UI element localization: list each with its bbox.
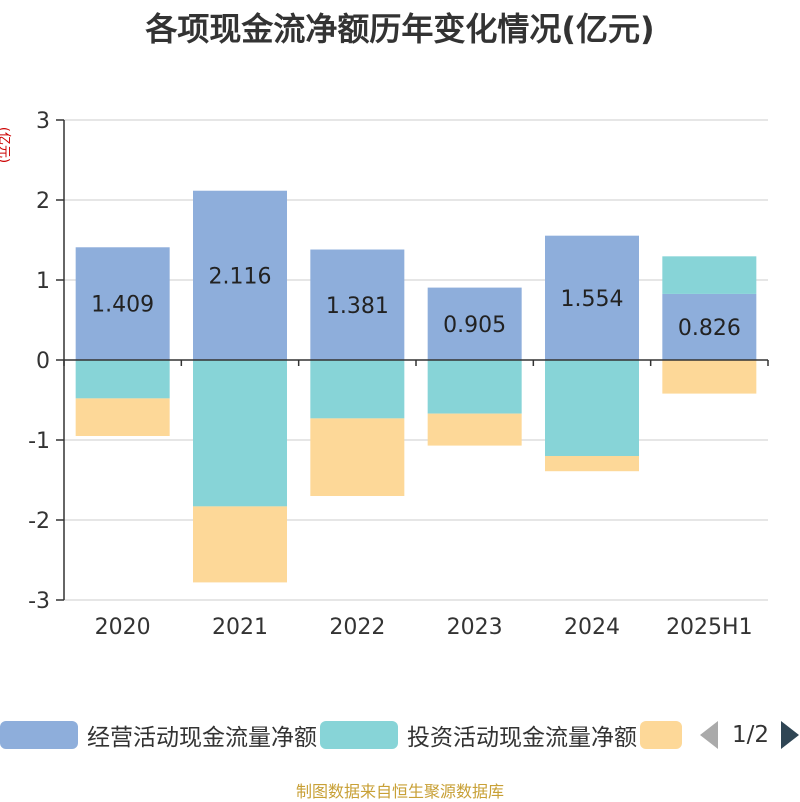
x-tick-label: 2025H1	[666, 615, 753, 640]
y-tick-label: -2	[28, 509, 50, 534]
bar-segment	[662, 360, 757, 394]
y-tick-label: 2	[36, 189, 50, 214]
y-tick-label: 3	[36, 109, 50, 134]
legend: 经营活动现金流量净额 投资活动现金流量净额 1/2	[0, 712, 800, 758]
prev-page-icon[interactable]	[700, 721, 718, 749]
y-tick-label: -1	[28, 429, 50, 454]
bar-segment	[662, 293, 757, 360]
data-label: 0.826	[678, 316, 741, 341]
legend-swatch	[320, 721, 398, 749]
data-label: 2.116	[209, 264, 272, 289]
legend-label: 投资活动现金流量净额	[407, 725, 637, 751]
bar-segment	[545, 456, 639, 472]
legend-swatch	[0, 721, 78, 749]
bar-segment	[427, 287, 522, 360]
y-tick-label: 0	[36, 349, 50, 374]
bar-segment	[427, 413, 522, 446]
x-tick-label: 2024	[564, 615, 620, 640]
y-tick-label: -3	[28, 589, 50, 614]
bar-segment	[75, 398, 170, 436]
bar-segment	[193, 506, 287, 583]
next-page-icon[interactable]	[781, 721, 800, 749]
legend-item-financing[interactable]	[640, 712, 682, 758]
bar-segment	[427, 360, 522, 414]
data-label: 1.409	[91, 293, 154, 318]
data-label: 1.554	[561, 287, 624, 312]
legend-pager: 1/2	[700, 712, 800, 758]
bar-segment	[545, 235, 639, 360]
bar-segment	[310, 418, 405, 496]
legend-swatch	[640, 721, 682, 749]
x-tick-label: 2022	[329, 615, 385, 640]
chart-title: 各项现金流净额历年变化情况(亿元)	[145, 10, 655, 48]
bar-segment	[193, 190, 287, 360]
x-tick-label: 2021	[212, 615, 268, 640]
bar-segment	[545, 360, 639, 456]
bar-segment	[75, 360, 170, 399]
legend-page-indicator: 1/2	[732, 722, 770, 748]
data-label: 0.905	[443, 313, 506, 338]
x-tick-label: 2020	[95, 615, 151, 640]
source-note: 制图数据来自恒生聚源数据库	[295, 782, 504, 801]
legend-item-operating[interactable]: 经营活动现金流量净额	[0, 712, 317, 758]
x-tick-label: 2023	[447, 615, 503, 640]
bar-segment	[310, 249, 405, 360]
bar-segment	[193, 360, 287, 507]
bar-segment	[662, 256, 757, 294]
y-axis-label: (亿元)	[0, 126, 11, 164]
bar-segment	[75, 247, 170, 360]
y-tick-label: 1	[36, 269, 50, 294]
legend-item-investing[interactable]: 投资活动现金流量净额	[320, 712, 637, 758]
legend-label: 经营活动现金流量净额	[87, 725, 317, 751]
data-label: 1.381	[326, 294, 389, 319]
bar-segment	[310, 360, 405, 419]
